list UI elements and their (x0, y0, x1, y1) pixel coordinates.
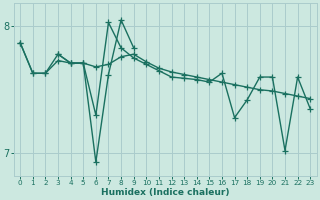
X-axis label: Humidex (Indice chaleur): Humidex (Indice chaleur) (101, 188, 229, 197)
